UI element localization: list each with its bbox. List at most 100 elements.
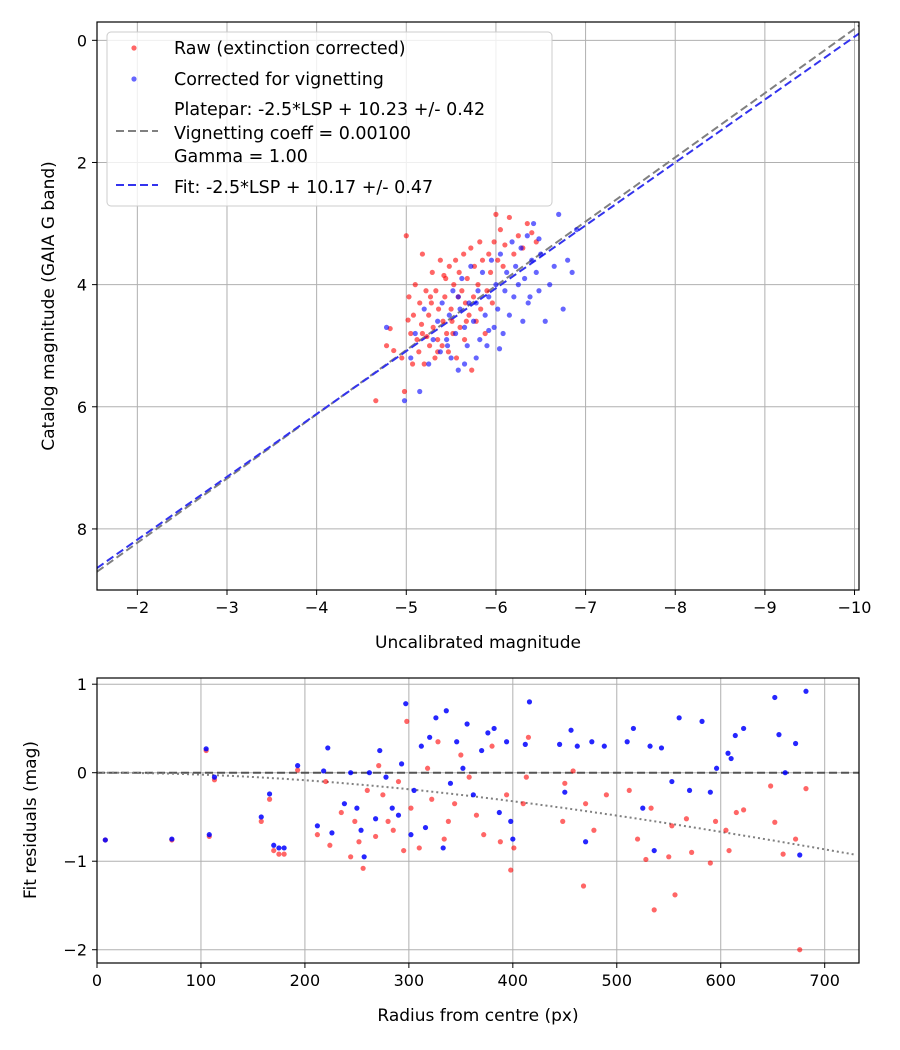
corrected-residual-point xyxy=(411,787,417,794)
raw-residual-point xyxy=(683,816,690,822)
corrected-point xyxy=(513,263,519,269)
corrected-point xyxy=(448,355,454,361)
corrected-point xyxy=(444,336,450,343)
corrected-point xyxy=(497,251,504,257)
corrected-residual-point xyxy=(325,745,331,751)
top-x-tick-label: −10 xyxy=(838,598,872,617)
raw-residual-point xyxy=(376,763,382,769)
legend: Raw (extinction corrected) Corrected for … xyxy=(106,31,553,207)
legend-entry-label: Fit: -2.5*LSP + 10.17 +/- 0.47 xyxy=(174,178,433,198)
corrected-point xyxy=(556,211,562,217)
corrected-point xyxy=(569,269,575,276)
corrected-point xyxy=(452,330,459,337)
corrected-residual-point xyxy=(496,809,502,816)
top-y-tick-label: 8 xyxy=(77,520,87,539)
corrected-point xyxy=(515,282,521,288)
corrected-residual-point xyxy=(676,715,682,721)
raw-residual-point xyxy=(803,786,809,792)
corrected-residual-point xyxy=(792,740,799,747)
raw-point xyxy=(500,263,506,269)
corrected-point xyxy=(439,300,445,306)
corrected-point xyxy=(502,288,508,294)
corrected-point xyxy=(475,288,481,294)
raw-point xyxy=(524,220,530,227)
raw-point xyxy=(461,336,468,343)
raw-residual-point xyxy=(723,827,729,833)
corrected-residual-point xyxy=(557,741,563,747)
bottom-x-tick-label: 600 xyxy=(705,971,736,990)
raw-residual-point xyxy=(360,865,366,871)
corrected-residual-point xyxy=(464,721,470,727)
top-y-tick-label: 2 xyxy=(77,153,87,172)
raw-residual-point xyxy=(523,774,529,780)
corrected-point xyxy=(412,330,418,337)
calibration-chart: −2 −3 −4 −5 −6 −7 −8 −9 −10 0 2 4 6 8 Uncalibrated ma… xyxy=(39,21,872,653)
corrected-point xyxy=(529,257,535,263)
corrected-point xyxy=(426,361,432,367)
bottom-y-tick-label: −2 xyxy=(63,941,87,960)
raw-point xyxy=(457,324,463,330)
raw-residual-point xyxy=(385,818,391,824)
top-ticks: −2 −3 −4 −5 −6 −7 −8 −9 −10 0 2 4 6 8 xyxy=(77,31,872,617)
corrected-residual-point xyxy=(341,801,348,807)
raw-residual-point xyxy=(489,743,495,749)
corrected-residual-point xyxy=(418,743,424,749)
raw-residual-point xyxy=(327,842,333,848)
raw-residual-point xyxy=(733,809,739,816)
raw-point xyxy=(399,355,405,361)
corrected-residual-point xyxy=(422,824,429,831)
corrected-residual-point xyxy=(321,768,327,774)
corrected-residual-point xyxy=(574,743,580,749)
raw-residual-point xyxy=(669,823,675,829)
corrected-residual-point xyxy=(658,745,665,751)
raw-residual-point xyxy=(562,780,568,786)
bottom-y-tick-label: −1 xyxy=(63,852,87,871)
raw-residual-point xyxy=(772,819,778,825)
raw-point xyxy=(452,257,459,263)
corrected-point xyxy=(473,300,479,306)
corrected-residual-point xyxy=(510,836,516,842)
raw-point xyxy=(471,263,478,269)
raw-point xyxy=(475,282,481,288)
corrected-residual-point xyxy=(443,708,449,714)
bottom-x-tick-label: 500 xyxy=(602,971,633,990)
corrected-residual-point xyxy=(440,845,446,851)
raw-residual-point xyxy=(741,807,747,813)
corrected-point xyxy=(459,275,465,282)
raw-point xyxy=(406,294,412,300)
corrected-residual-point xyxy=(741,725,747,732)
corrected-point xyxy=(457,306,463,312)
legend-marker xyxy=(131,76,137,82)
top-x-tick-label: −7 xyxy=(574,598,598,617)
corrected-residual-point xyxy=(522,741,528,747)
legend-entry-label: Vignetting coeff = 0.00100 xyxy=(174,124,411,144)
raw-point xyxy=(419,251,426,257)
corrected-residual-point xyxy=(366,770,372,776)
corrected-point xyxy=(461,324,468,330)
raw-residual-point xyxy=(473,812,480,818)
legend-marker xyxy=(131,45,137,51)
raw-point xyxy=(401,388,408,395)
raw-residual-point xyxy=(348,854,354,860)
raw-point xyxy=(506,214,512,221)
corrected-residual-point xyxy=(630,725,637,732)
corrected-point xyxy=(464,343,470,349)
raw-residual-point xyxy=(520,801,526,807)
raw-point xyxy=(405,317,411,323)
corrected-residual-point xyxy=(361,854,367,860)
corrected-residual-point xyxy=(797,852,803,858)
corrected-point xyxy=(383,324,390,330)
vignetting-curve xyxy=(97,771,857,856)
corrected-residual-point xyxy=(354,805,360,811)
legend-entry-label: Raw (extinction corrected) xyxy=(174,39,406,59)
raw-point xyxy=(484,288,490,294)
raw-point xyxy=(428,300,434,306)
raw-residual-point xyxy=(404,718,410,724)
raw-residual-point xyxy=(672,892,678,898)
corrected-point xyxy=(477,336,483,343)
corrected-residual-point xyxy=(206,832,212,838)
bottom-x-tick-label: 0 xyxy=(92,971,102,990)
raw-point xyxy=(453,355,460,361)
raw-point xyxy=(419,330,426,337)
top-y-axis-label: Catalog magnitude (GAIA G band) xyxy=(39,161,59,451)
